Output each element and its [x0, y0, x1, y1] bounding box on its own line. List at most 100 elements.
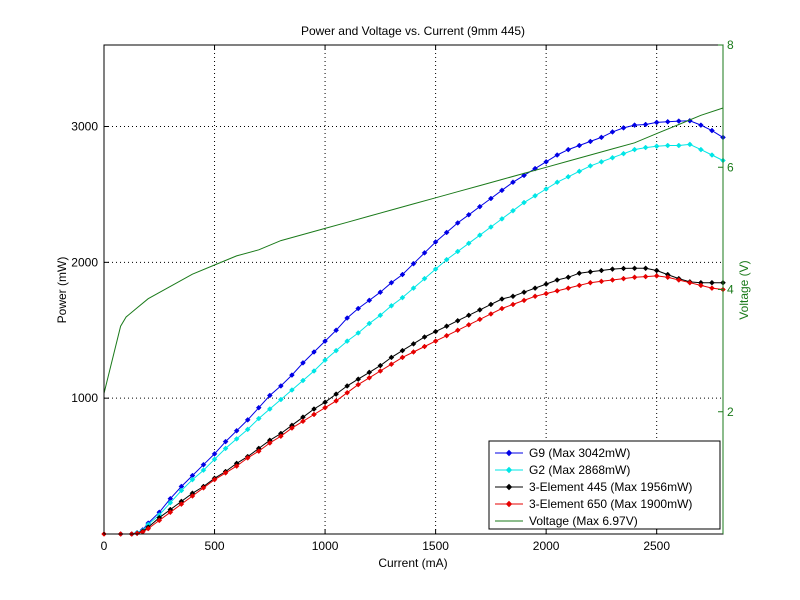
data-point	[410, 260, 417, 267]
data-point	[443, 256, 450, 263]
data-point	[554, 288, 561, 294]
series-line	[104, 267, 723, 535]
data-point	[543, 186, 549, 192]
data-point	[244, 455, 251, 461]
data-point	[167, 499, 174, 506]
data-point	[488, 311, 494, 317]
y-tick-label: 2000	[71, 255, 98, 269]
data-point	[620, 150, 627, 157]
data-point	[576, 168, 583, 175]
data-point	[565, 173, 572, 180]
data-point	[631, 265, 638, 272]
data-point	[377, 312, 384, 319]
legend-item: 3-Element 650 (Max 1900mW)	[495, 497, 692, 511]
data-point	[576, 270, 583, 277]
data-point	[675, 118, 682, 124]
data-point	[366, 374, 373, 381]
x-tick-label: 500	[205, 539, 225, 553]
data-point	[532, 192, 538, 199]
legend-label: G9 (Max 3042mW)	[529, 446, 630, 460]
data-point	[311, 406, 317, 412]
data-point	[609, 277, 616, 283]
legend-item: G2 (Max 2868mW)	[495, 463, 630, 477]
data-point	[653, 143, 660, 150]
data-point	[698, 146, 704, 153]
data-point	[244, 426, 251, 433]
data-point	[698, 282, 704, 289]
data-point	[476, 316, 483, 323]
data-point	[200, 484, 207, 491]
data-point	[598, 267, 605, 274]
data-point	[454, 317, 461, 324]
data-point	[587, 138, 594, 145]
data-point	[532, 293, 538, 300]
y2-tick-label: 2	[727, 405, 734, 419]
x-tick-label: 1500	[422, 539, 449, 553]
legend: G9 (Max 3042mW) G2 (Max 2868mW) 3-Element …	[488, 440, 721, 530]
data-point	[255, 448, 262, 454]
data-point	[642, 144, 649, 151]
data-point	[565, 285, 572, 291]
data-point	[664, 274, 671, 281]
grid	[104, 45, 723, 534]
data-point	[620, 125, 627, 131]
data-point	[333, 391, 339, 397]
data-point	[554, 152, 561, 158]
data-point	[709, 152, 715, 158]
data-point	[322, 338, 328, 344]
data-point	[200, 467, 207, 474]
series-layer	[101, 107, 726, 537]
chart-title: Power and Voltage vs. Current (9mm 445)	[301, 24, 525, 38]
data-point	[377, 289, 384, 296]
data-point	[476, 307, 483, 313]
data-point	[333, 347, 339, 354]
data-point	[266, 440, 273, 446]
data-point	[521, 289, 527, 296]
y2-tick-label: 4	[727, 283, 734, 297]
data-point	[653, 267, 660, 274]
data-point	[664, 142, 671, 149]
data-point	[642, 121, 649, 128]
data-point	[587, 163, 594, 169]
data-point	[432, 266, 439, 272]
data-point	[631, 146, 638, 153]
legend-swatch-marker	[505, 466, 513, 474]
data-point	[609, 154, 616, 161]
data-point	[454, 220, 461, 226]
data-point	[432, 239, 439, 245]
data-point	[377, 368, 384, 374]
data-point	[300, 359, 306, 366]
data-point	[443, 229, 450, 236]
data-point	[653, 273, 660, 279]
data-point	[178, 501, 185, 507]
data-point	[266, 392, 273, 399]
data-point	[222, 470, 229, 476]
data-point	[521, 297, 527, 304]
legend-item: Voltage (Max 6.97V)	[495, 514, 638, 528]
data-point	[510, 207, 516, 214]
data-point	[499, 187, 505, 194]
data-point	[333, 327, 339, 334]
data-point	[366, 369, 373, 376]
data-point	[167, 509, 174, 516]
y-tick-label: 3000	[71, 120, 98, 134]
data-point	[709, 279, 715, 286]
series-line	[104, 143, 724, 535]
data-point	[355, 305, 362, 312]
ticks: 0 500 1000 1500 2000 2500 1000 2000 3000 2 4 6 8	[71, 38, 734, 553]
x-axis-label: Current (mA)	[378, 556, 447, 570]
data-point	[510, 293, 516, 300]
data-point	[421, 275, 428, 282]
data-point	[609, 266, 616, 272]
legend-box	[488, 440, 721, 530]
data-point	[410, 349, 417, 355]
data-point	[675, 142, 682, 149]
data-point	[189, 493, 196, 499]
data-point	[510, 179, 516, 186]
series-4	[103, 107, 724, 394]
y-axis-label: Power (mW)	[55, 257, 69, 324]
data-point	[443, 332, 450, 339]
data-point	[289, 425, 295, 431]
data-point	[653, 119, 660, 126]
x-tick-label: 2000	[533, 539, 560, 553]
